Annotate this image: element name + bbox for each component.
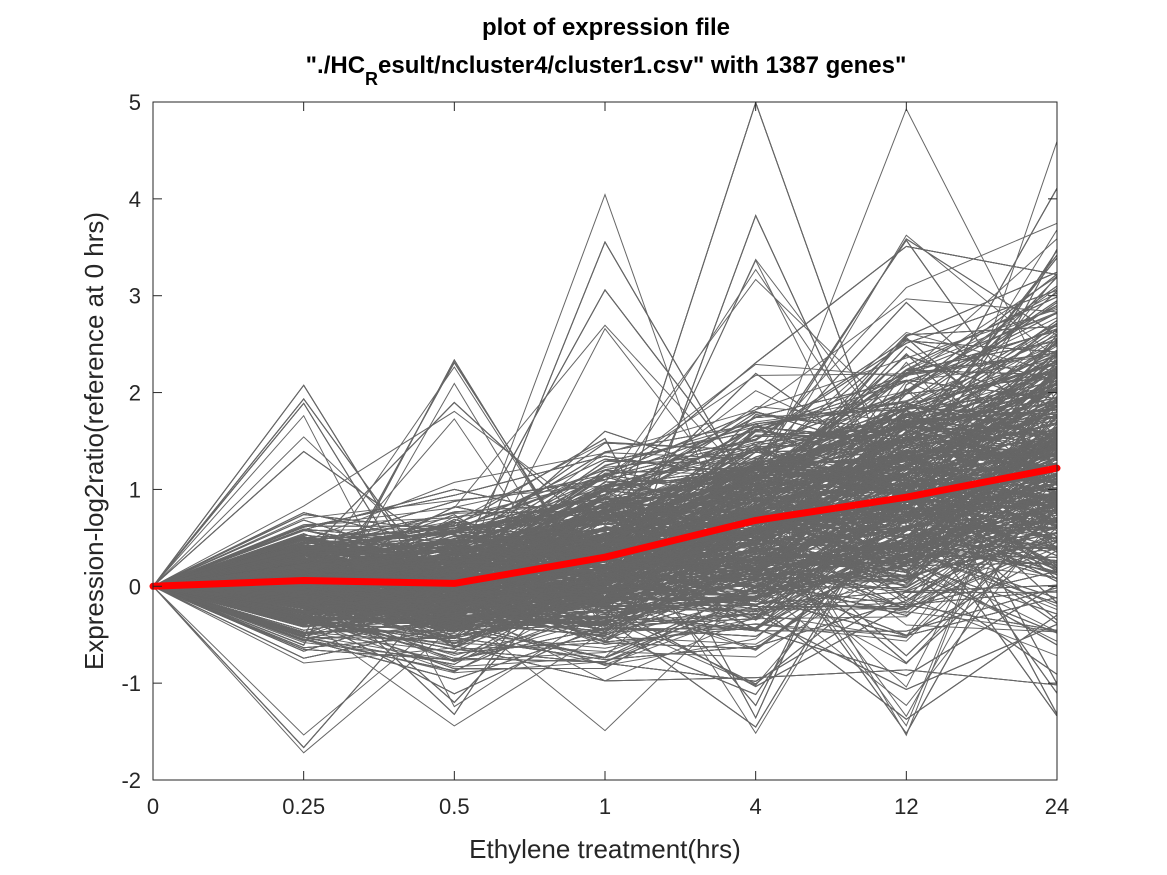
gene-profile-line [153, 527, 1057, 625]
y-tick-label: 4 [129, 187, 141, 212]
x-tick-label: 4 [750, 794, 762, 819]
y-tick-label: 3 [129, 284, 141, 309]
y-tick-label: -1 [121, 671, 141, 696]
gene-profile-line [153, 379, 1057, 587]
gene-profile-line [153, 585, 1057, 659]
gene-profile-line [153, 445, 1057, 587]
chart-title-line-2-subscript: R [365, 69, 378, 89]
gene-profile-line [153, 470, 1057, 623]
gene-profile-line [153, 305, 1057, 719]
x-axis-label: Ethylene treatment(hrs) [469, 834, 741, 864]
gene-profile-line [153, 102, 1057, 596]
gene-profile-line [153, 384, 1057, 675]
y-tick-label: -2 [121, 768, 141, 793]
gene-profile-line [153, 296, 1057, 587]
chart-title-line-2-prefix: "./HC [306, 52, 365, 79]
gene-profile-line [153, 506, 1057, 598]
mean-profile-line [149, 464, 1061, 590]
gene-profile-line [153, 505, 1057, 625]
gene-profile-line [153, 399, 1057, 587]
gene-profile-line [153, 276, 1057, 587]
gene-profile-line [153, 491, 1057, 626]
chart-title-line-1: plot of expression file [482, 14, 730, 41]
y-tick-label: 1 [129, 477, 141, 502]
x-tick-label: 0 [147, 794, 159, 819]
chart-title-line-2-suffix: esult/ncluster4/cluster1.csv" with 1387 … [378, 52, 906, 79]
y-axis-label: Expression-log2ratio(reference at 0 hrs) [79, 212, 109, 670]
gene-profile-line [153, 414, 1057, 708]
gene-profile-line [153, 500, 1057, 636]
gene-profile-line [153, 570, 1057, 622]
gene-profile-line [153, 504, 1057, 717]
y-tick-label: 5 [129, 90, 141, 115]
gene-profile-line [153, 398, 1057, 607]
gene-profile-line [153, 421, 1057, 587]
y-axis: -2 -1 0 1 2 3 4 5 [121, 90, 1057, 793]
gene-profile-line [153, 413, 1057, 634]
gene-profile-line [153, 527, 1057, 664]
gene-profile-line [153, 432, 1057, 749]
gene-profile-line [153, 562, 1057, 645]
x-tick-label: 0.5 [439, 794, 470, 819]
chart-title-line-2: "./HCResult/ncluster4/cluster1.csv" with… [306, 52, 907, 89]
x-tick-label: 12 [894, 794, 918, 819]
gene-profile-line [153, 323, 1057, 587]
x-axis: 0 0.25 0.5 1 4 12 24 [147, 102, 1069, 819]
gene-profile-line [153, 447, 1057, 587]
gene-profile-line [153, 585, 1057, 720]
gene-profile-line [153, 326, 1057, 587]
gene-profile-line [153, 353, 1057, 611]
x-tick-label: 24 [1045, 794, 1069, 819]
gene-profile-line [153, 353, 1057, 587]
gene-profile-line [153, 288, 1057, 587]
gene-profile-line [153, 487, 1057, 610]
gene-profile-line [153, 555, 1057, 644]
gene-profile-line [153, 239, 1057, 587]
gene-profile-line [153, 273, 1057, 587]
x-tick-label: 0.25 [282, 794, 325, 819]
gene-profile-line [153, 550, 1057, 639]
y-tick-label: 2 [129, 381, 141, 406]
gene-profile-lines [153, 102, 1057, 754]
y-tick-label: 0 [129, 574, 141, 599]
gene-profile-line [153, 359, 1057, 587]
x-tick-label: 1 [599, 794, 611, 819]
gene-profile-line [153, 386, 1057, 603]
gene-profile-line [153, 442, 1057, 587]
